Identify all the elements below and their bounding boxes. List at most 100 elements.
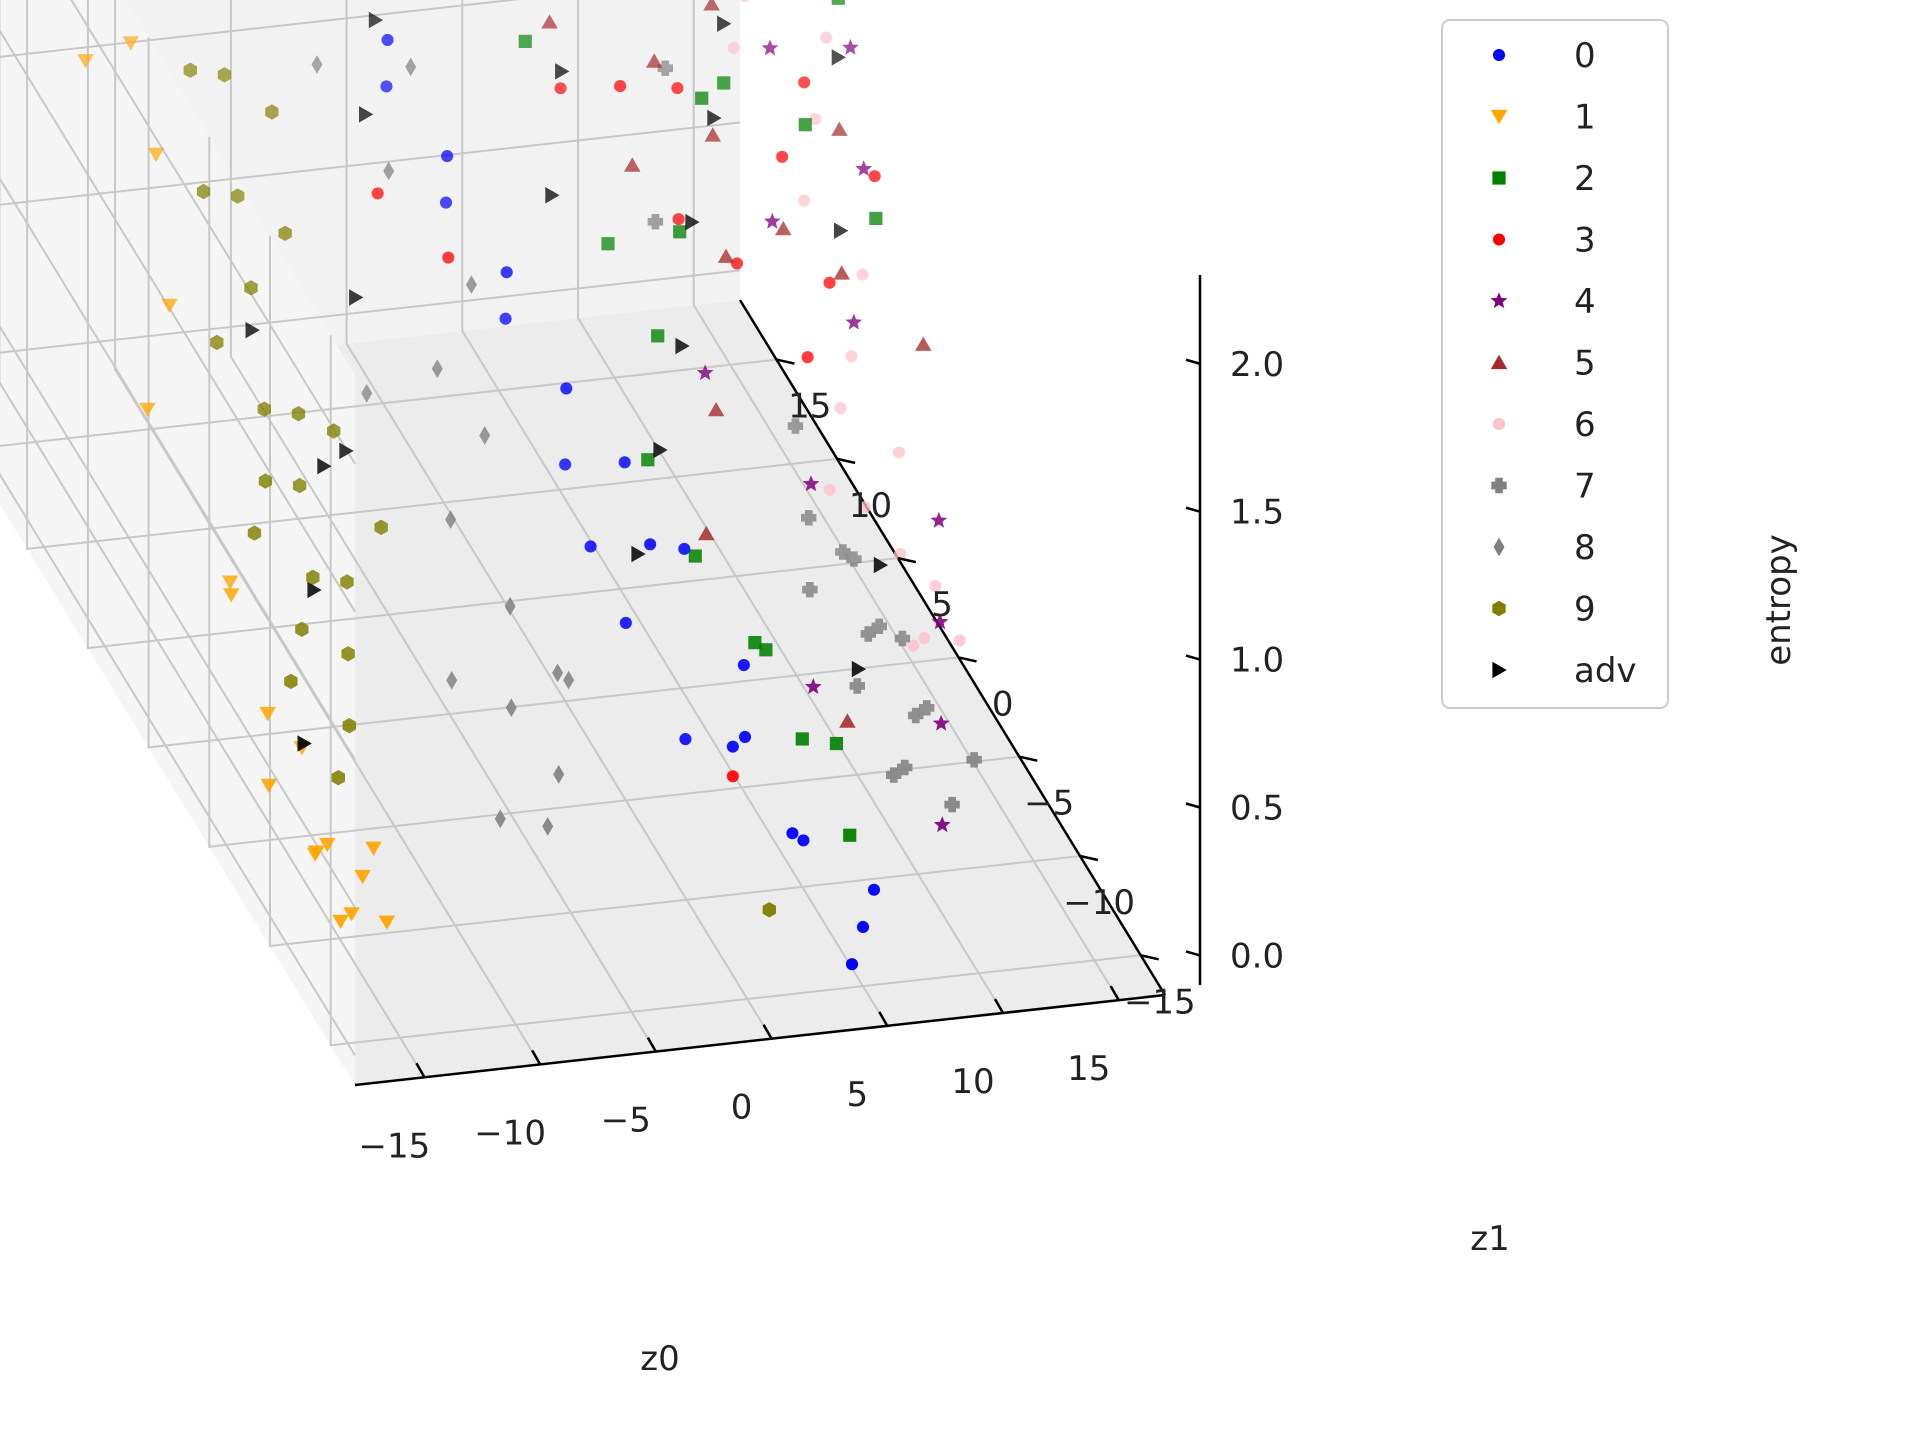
data-point-2 [688, 549, 702, 563]
data-point-5 [915, 336, 932, 351]
data-point-0 [726, 740, 739, 753]
legend-marker-icon [1490, 109, 1508, 125]
x-tick [993, 998, 1005, 1014]
data-point-3 [672, 213, 685, 226]
z-tick [1185, 950, 1201, 957]
data-point-adv [359, 106, 374, 123]
y-tick-label: −10 [1063, 883, 1135, 923]
x-tick [878, 1011, 889, 1027]
data-point-adv [675, 337, 690, 355]
data-point-adv [317, 457, 332, 475]
data-point-4 [930, 511, 948, 528]
y-tick [836, 457, 856, 465]
data-point-adv [851, 660, 867, 678]
x-tick [762, 1024, 773, 1040]
data-point-8 [504, 596, 516, 616]
data-point-7 [894, 630, 911, 647]
data-point-6 [823, 483, 836, 496]
y-axis-label: z1 [1470, 1219, 1509, 1259]
data-point-9 [196, 183, 211, 200]
data-point-5 [839, 713, 856, 728]
z-gridline [0, 121, 741, 909]
data-point-6 [740, 0, 749, 2]
data-point-9 [340, 574, 354, 590]
data-point-9 [217, 67, 232, 83]
x-tick-label: 5 [846, 1075, 868, 1115]
legend-entry-label: 7 [1574, 467, 1596, 507]
x-tick [415, 1062, 426, 1078]
data-point-5 [717, 248, 735, 263]
data-point-5 [703, 0, 720, 11]
data-point-6 [929, 579, 942, 593]
x-tick-label: 15 [1067, 1049, 1110, 1089]
data-point-7 [802, 582, 818, 598]
x-tick [646, 1036, 657, 1053]
data-point-6 [918, 632, 931, 645]
legend-entry-label: 1 [1574, 98, 1596, 138]
z-gridline [70, 0, 356, 465]
axes-grid [0, 0, 1141, 1078]
data-point-9 [231, 188, 245, 204]
x-tick-label: 0 [731, 1088, 753, 1128]
data-point-adv [707, 109, 722, 127]
z-gridline [0, 0, 521, 761]
x-tick-label: −10 [474, 1113, 546, 1153]
data-point-6 [858, 501, 871, 514]
data-point-6 [798, 194, 811, 207]
y-tick-label: 0 [992, 684, 1014, 724]
legend-entry-label: 6 [1574, 405, 1596, 445]
x-gridline [229, 0, 657, 1053]
data-point-adv [653, 441, 668, 459]
x-gridline [461, 0, 889, 1027]
y-gridline [0, 358, 777, 447]
y-axis-line [738, 299, 1167, 996]
data-point-9 [762, 902, 776, 918]
legend-entry-label: 5 [1574, 344, 1596, 384]
legend-entry-label: 4 [1574, 282, 1596, 322]
data-point-9 [265, 104, 279, 120]
data-point-1 [365, 841, 382, 856]
data-point-6 [894, 547, 907, 561]
data-point-2 [759, 643, 773, 657]
legend-entry-label: 2 [1574, 159, 1596, 199]
legend-marker-icon [1490, 292, 1508, 309]
z-axis-label: entropy [1759, 534, 1799, 666]
data-point-9 [244, 280, 258, 296]
data-point-adv [349, 289, 364, 306]
axes-panes [0, 0, 1165, 1085]
legend-entry-label: adv [1574, 651, 1637, 691]
data-point-4 [855, 160, 873, 177]
data-point-7 [966, 752, 982, 768]
x-axis-line [354, 993, 1166, 1087]
axes-lines [354, 275, 1202, 1087]
data-point-1 [161, 298, 178, 313]
data-point-6 [845, 350, 858, 363]
data-point-4 [842, 38, 859, 55]
z-gridline [0, 29, 356, 613]
x-gridline [114, 0, 541, 1065]
legend-frame [1441, 19, 1669, 709]
legend-marker-icon [1492, 233, 1506, 246]
data-point-0 [500, 266, 513, 279]
data-point-8 [479, 426, 491, 445]
data-point-6 [907, 639, 920, 652]
data-point-0 [618, 456, 631, 469]
x-tick-label: −15 [359, 1126, 431, 1166]
data-point-8 [431, 359, 443, 379]
data-point-7 [787, 418, 804, 434]
data-point-1 [259, 706, 276, 722]
data-point-1 [319, 837, 336, 853]
data-point-6 [834, 402, 847, 415]
data-point-2 [831, 0, 845, 5]
z-tick-label: 1.0 [1230, 641, 1284, 681]
data-point-8 [383, 161, 395, 181]
y-tick [1019, 755, 1038, 762]
data-point-1 [378, 915, 396, 930]
data-point-9 [258, 473, 273, 489]
y-tick [1079, 854, 1099, 862]
data-point-adv [631, 545, 646, 563]
legend-marker-icon [1490, 354, 1508, 370]
data-point-2 [798, 118, 812, 132]
data-point-4 [802, 475, 820, 492]
x-tick [531, 1049, 542, 1066]
